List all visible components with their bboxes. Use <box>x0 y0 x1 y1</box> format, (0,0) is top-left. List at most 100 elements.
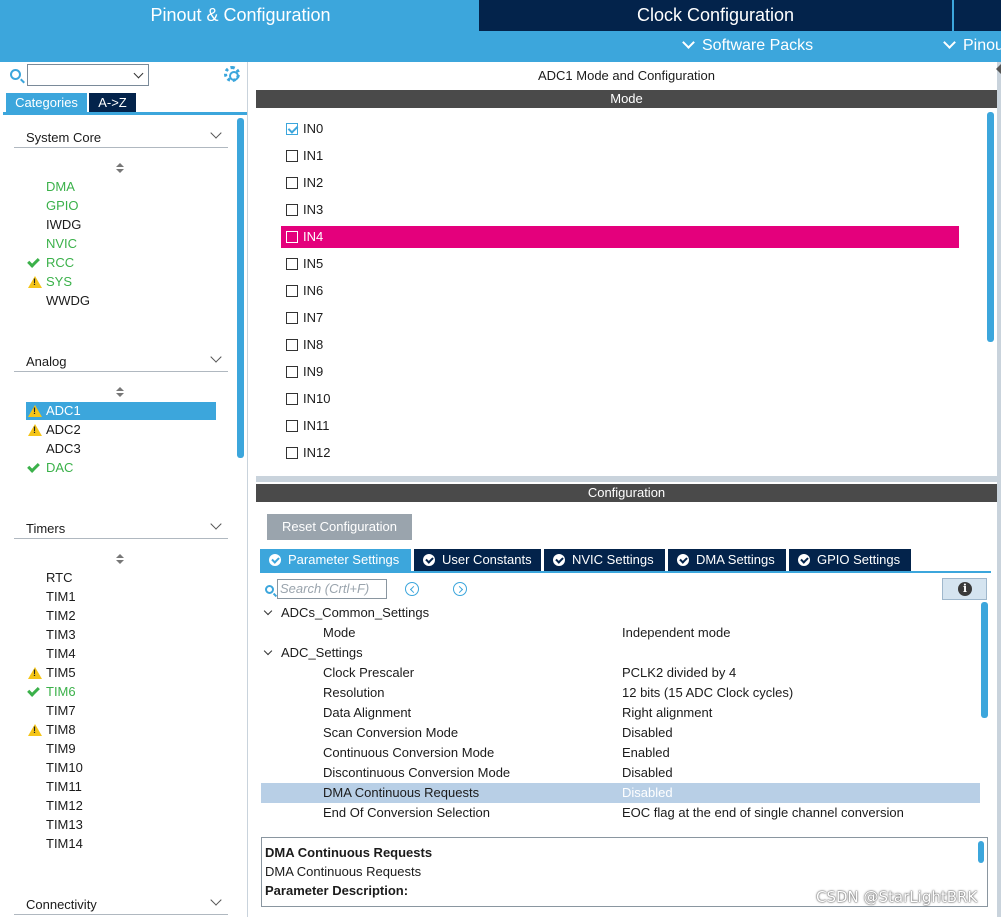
param-group-adc-settings[interactable]: ADC_Settings <box>261 643 980 663</box>
sidebar-item-tim6[interactable]: TIM6 <box>26 683 216 701</box>
checkbox[interactable] <box>286 123 298 135</box>
chevron-down-icon[interactable] <box>263 646 273 656</box>
checkbox[interactable] <box>286 312 298 324</box>
param-row[interactable]: Scan Conversion Mode Disabled <box>261 723 980 743</box>
param-group-adcs-common-settings[interactable]: ADCs_Common_Settings <box>261 603 980 623</box>
channel-in1[interactable]: IN1 <box>281 145 959 167</box>
sidebar-item-tim14[interactable]: TIM14 <box>26 835 216 853</box>
checkbox[interactable] <box>286 285 298 297</box>
channel-in7[interactable]: IN7 <box>281 307 959 329</box>
tab-nvic-settings[interactable]: NVIC Settings <box>544 549 665 571</box>
tab-dma-settings[interactable]: DMA Settings <box>668 549 786 571</box>
chevron-down-icon[interactable] <box>210 894 222 906</box>
checkbox[interactable] <box>286 177 298 189</box>
sidebar-item-gpio[interactable]: GPIO <box>26 197 216 215</box>
sidebar-item-rtc[interactable]: RTC <box>26 569 216 587</box>
param-value[interactable]: Independent mode <box>622 625 731 640</box>
param-row[interactable]: Discontinuous Conversion Mode Disabled <box>261 763 980 783</box>
sidebar-item-tim10[interactable]: TIM10 <box>26 759 216 777</box>
sidebar-item-adc1[interactable]: ADC1 <box>26 402 216 420</box>
sidebar-item-nvic[interactable]: NVIC <box>26 235 216 253</box>
sidebar-item-tim7[interactable]: TIM7 <box>26 702 216 720</box>
pinout-menu[interactable]: Pinou <box>943 36 1001 56</box>
chevron-down-icon[interactable] <box>210 351 222 363</box>
parameter-scrollbar[interactable] <box>981 602 988 718</box>
sidebar-item-iwdg[interactable]: IWDG <box>26 216 216 234</box>
checkbox[interactable] <box>286 150 298 162</box>
checkbox[interactable] <box>286 258 298 270</box>
sidebar-item-rcc[interactable]: RCC <box>26 254 216 272</box>
param-row[interactable]: Clock Prescaler PCLK2 divided by 4 <box>261 663 980 683</box>
chevron-down-icon[interactable] <box>210 518 222 530</box>
sidebar-item-tim11[interactable]: TIM11 <box>26 778 216 796</box>
sidebar-item-tim1[interactable]: TIM1 <box>26 588 216 606</box>
tab-gpio-settings[interactable]: GPIO Settings <box>789 549 911 571</box>
reset-configuration-button[interactable]: Reset Configuration <box>267 514 412 540</box>
channel-in0[interactable]: IN0 <box>281 118 959 140</box>
channel-in11[interactable]: IN11 <box>281 415 959 437</box>
parameter-search-input[interactable]: Search (Crtl+F) <box>277 579 387 599</box>
group-timers[interactable]: Timers <box>14 518 228 539</box>
sort-icon[interactable] <box>115 387 125 399</box>
category-search-combo[interactable] <box>27 64 149 86</box>
param-row[interactable]: Continuous Conversion Mode Enabled <box>261 743 980 763</box>
sidebar-item-tim3[interactable]: TIM3 <box>26 626 216 644</box>
next-match-icon[interactable] <box>453 582 467 596</box>
chevron-down-icon[interactable] <box>133 68 144 79</box>
sidebar-item-adc3[interactable]: ADC3 <box>26 440 216 458</box>
param-row[interactable]: Mode Independent mode <box>261 623 980 643</box>
channel-in8[interactable]: IN8 <box>281 334 959 356</box>
checkbox[interactable] <box>286 420 298 432</box>
sidebar-item-dma[interactable]: DMA <box>26 178 216 196</box>
channel-in3[interactable]: IN3 <box>281 199 959 221</box>
sort-icon[interactable] <box>115 163 125 175</box>
param-value[interactable]: Enabled <box>622 745 670 760</box>
checkbox[interactable] <box>286 204 298 216</box>
panel-splitter[interactable] <box>256 476 997 482</box>
sidebar-item-sys[interactable]: SYS <box>26 273 216 291</box>
param-value[interactable]: Disabled <box>622 725 673 740</box>
param-value[interactable]: Disabled <box>622 765 673 780</box>
sidebar-item-tim5[interactable]: TIM5 <box>26 664 216 682</box>
sidebar-item-tim12[interactable]: TIM12 <box>26 797 216 815</box>
channel-in4[interactable]: IN4 <box>281 226 959 248</box>
sidebar-item-tim13[interactable]: TIM13 <box>26 816 216 834</box>
checkbox[interactable] <box>286 447 298 459</box>
sidebar-item-adc2[interactable]: ADC2 <box>26 421 216 439</box>
sidebar-item-tim4[interactable]: TIM4 <box>26 645 216 663</box>
param-row[interactable]: End Of Conversion Selection EOC flag at t… <box>261 803 980 823</box>
channel-in12[interactable]: IN12 <box>281 442 959 464</box>
tab-overflow[interactable] <box>954 0 1001 31</box>
tab-parameter-settings[interactable]: Parameter Settings <box>260 549 411 571</box>
right-edge-scrollbar[interactable] <box>997 62 1001 917</box>
param-value[interactable]: PCLK2 divided by 4 <box>622 665 737 680</box>
mode-scrollbar[interactable] <box>987 112 994 342</box>
tab-a-to-z[interactable]: A->Z <box>89 93 136 112</box>
sort-icon[interactable] <box>115 554 125 566</box>
info-button[interactable]: i <box>942 578 987 600</box>
param-value[interactable]: Disabled <box>622 785 673 800</box>
group-system-core[interactable]: System Core <box>14 127 228 148</box>
checkbox[interactable] <box>286 231 298 243</box>
tab-user-constants[interactable]: User Constants <box>414 549 541 571</box>
checkbox[interactable] <box>286 366 298 378</box>
channel-in10[interactable]: IN10 <box>281 388 959 410</box>
sidebar-item-tim8[interactable]: TIM8 <box>26 721 216 739</box>
param-row[interactable]: Resolution 12 bits (15 ADC Clock cycles) <box>261 683 980 703</box>
channel-in5[interactable]: IN5 <box>281 253 959 275</box>
param-row[interactable]: Data Alignment Right alignment <box>261 703 980 723</box>
previous-match-icon[interactable] <box>405 582 419 596</box>
param-value[interactable]: Right alignment <box>622 705 713 720</box>
search-icon[interactable] <box>265 585 274 594</box>
sidebar-item-dac[interactable]: DAC <box>26 459 216 477</box>
tab-categories[interactable]: Categories <box>6 93 87 112</box>
sidebar-item-tim9[interactable]: TIM9 <box>26 740 216 758</box>
param-row-selected[interactable]: DMA Continuous Requests Disabled <box>261 783 980 803</box>
tab-pinout-configuration[interactable]: Pinout & Configuration <box>3 0 478 31</box>
collapse-arrow-icon[interactable] <box>996 64 1001 74</box>
chevron-down-icon[interactable] <box>210 127 222 139</box>
channel-in9[interactable]: IN9 <box>281 361 959 383</box>
sidebar-item-wwdg[interactable]: WWDG <box>26 292 216 310</box>
software-packs-menu[interactable]: Software Packs <box>682 36 813 56</box>
checkbox[interactable] <box>286 339 298 351</box>
